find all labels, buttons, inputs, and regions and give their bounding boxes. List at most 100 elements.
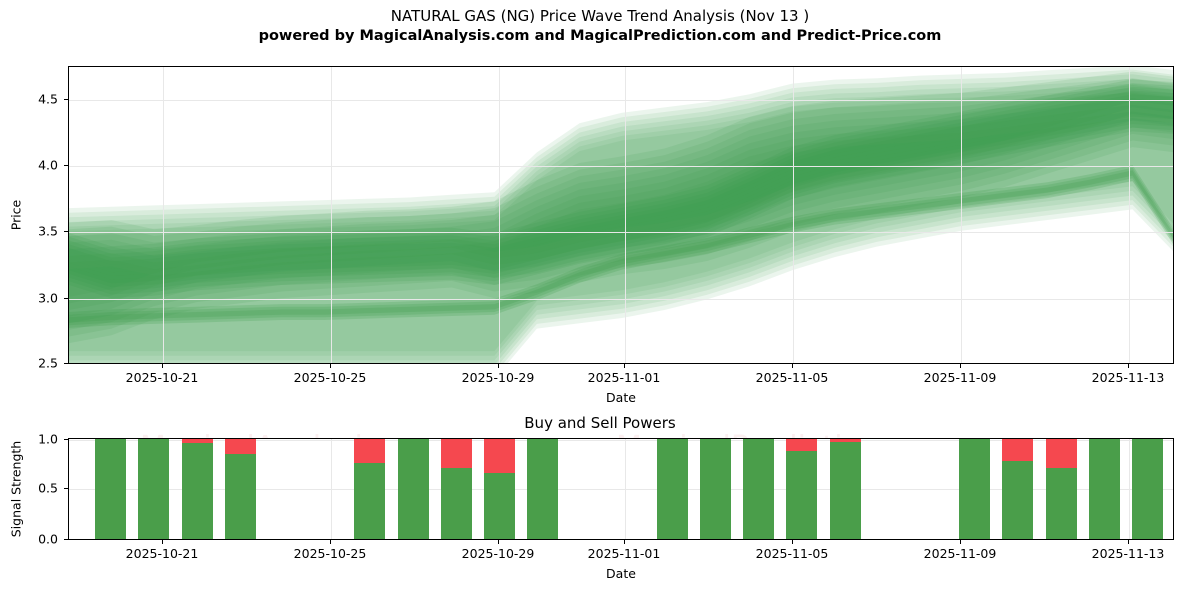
buy-power-segment bbox=[181, 443, 213, 539]
price-xtick-label-4: 2025-11-01 bbox=[587, 370, 661, 385]
buy-power-segment bbox=[1131, 439, 1163, 539]
price-wave-bands bbox=[69, 67, 1173, 363]
sell-power-segment bbox=[829, 439, 861, 442]
signal-bar[interactable] bbox=[95, 439, 127, 539]
buy-power-segment bbox=[743, 439, 775, 539]
sell-power-segment bbox=[1002, 439, 1034, 461]
signal-xtick-label-2: 2025-10-25 bbox=[293, 546, 367, 561]
signal-chart-title: Buy and Sell Powers bbox=[524, 414, 676, 432]
signal-xtick-1 bbox=[162, 540, 163, 544]
gridline-y-3.5 bbox=[69, 232, 1173, 233]
sell-power-segment bbox=[1045, 439, 1077, 468]
buy-power-segment bbox=[786, 451, 818, 539]
signal-xtick-7 bbox=[1128, 540, 1129, 544]
signal-ytick-0.5 bbox=[64, 488, 68, 489]
buy-power-segment bbox=[483, 473, 515, 539]
chart-title-sub: powered by MagicalAnalysis.com and Magic… bbox=[258, 28, 942, 44]
gridline-y-4.0 bbox=[69, 166, 1173, 167]
price-xtick-3 bbox=[498, 364, 499, 368]
signal-xtick-6 bbox=[960, 540, 961, 544]
price-xtick-label-7: 2025-11-13 bbox=[1091, 370, 1165, 385]
sell-power-segment bbox=[181, 439, 213, 443]
signal-bar[interactable] bbox=[483, 439, 515, 539]
price-xtick-label-1: 2025-10-21 bbox=[125, 370, 199, 385]
signal-bar[interactable] bbox=[959, 439, 991, 539]
signal-bar[interactable] bbox=[699, 439, 731, 539]
signal-y-axis-title: Signal Strength bbox=[8, 440, 24, 538]
sell-power-segment bbox=[483, 439, 515, 473]
gridline-y-3.0 bbox=[69, 299, 1173, 300]
signal-xtick-label-7: 2025-11-13 bbox=[1091, 546, 1165, 561]
buy-power-segment bbox=[1088, 439, 1120, 539]
signal-gridline-0.5 bbox=[69, 489, 1173, 490]
signal-bar[interactable] bbox=[397, 439, 429, 539]
price-xtick-5 bbox=[792, 364, 793, 368]
signal-bar[interactable] bbox=[1002, 439, 1034, 539]
price-chart-axes bbox=[68, 66, 1174, 364]
signal-bar[interactable] bbox=[224, 439, 256, 539]
chart-title-main: NATURAL GAS (NG) Price Wave Trend Analys… bbox=[390, 7, 810, 25]
signal-bar[interactable] bbox=[1045, 439, 1077, 539]
signal-xtick-5 bbox=[792, 540, 793, 544]
ytick-2.5 bbox=[64, 363, 68, 364]
buy-power-segment bbox=[95, 439, 127, 539]
signal-bars-container bbox=[69, 439, 1173, 539]
ytick-label-4.5: 4.5 bbox=[38, 91, 58, 107]
signal-xtick-3 bbox=[498, 540, 499, 544]
gridline-x-6 bbox=[961, 67, 962, 363]
signal-bar[interactable] bbox=[743, 439, 775, 539]
buy-power-segment bbox=[397, 439, 429, 539]
ytick-label-3.5: 3.5 bbox=[38, 223, 58, 239]
signal-xtick-2 bbox=[330, 540, 331, 544]
signal-gridline-1.0 bbox=[69, 440, 1173, 441]
signal-ytick-1.0 bbox=[64, 439, 68, 440]
signal-bar[interactable] bbox=[656, 439, 688, 539]
ytick-label-3.0: 3.0 bbox=[38, 290, 58, 306]
signal-ytick-label-1.0: 1.0 bbox=[38, 431, 58, 447]
signal-bar[interactable] bbox=[138, 439, 170, 539]
buy-power-segment bbox=[224, 454, 256, 539]
gridline-x-1 bbox=[163, 67, 164, 363]
buy-power-segment bbox=[829, 442, 861, 539]
price-xtick-label-3: 2025-10-29 bbox=[461, 370, 535, 385]
buy-power-segment bbox=[527, 439, 559, 539]
ytick-4.0 bbox=[64, 165, 68, 166]
signal-bar[interactable] bbox=[181, 439, 213, 539]
price-y-axis-title: Price bbox=[8, 199, 24, 231]
signal-bar[interactable] bbox=[786, 439, 818, 539]
sell-power-segment bbox=[354, 439, 386, 463]
signal-bar[interactable] bbox=[354, 439, 386, 539]
page-title: NATURAL GAS (NG) Price Wave Trend Analys… bbox=[0, 6, 1200, 46]
signal-bar[interactable] bbox=[829, 439, 861, 539]
signal-bar[interactable] bbox=[1131, 439, 1163, 539]
buy-power-segment bbox=[699, 439, 731, 539]
gridline-x-7 bbox=[1129, 67, 1130, 363]
gridline-x-3 bbox=[499, 67, 500, 363]
signal-bar[interactable] bbox=[440, 439, 472, 539]
sell-power-segment bbox=[224, 439, 256, 454]
signal-ytick-label-0.0: 0.0 bbox=[38, 531, 58, 547]
signal-gridline-x-2 bbox=[331, 439, 332, 539]
ytick-3.5 bbox=[64, 231, 68, 232]
price-x-axis-title: Date bbox=[606, 390, 636, 405]
gridline-x-5 bbox=[793, 67, 794, 363]
ytick-3.0 bbox=[64, 298, 68, 299]
signal-x-axis-title: Date bbox=[606, 566, 636, 581]
signal-xtick-label-6: 2025-11-09 bbox=[923, 546, 997, 561]
signal-bar[interactable] bbox=[1088, 439, 1120, 539]
gridline-x-2 bbox=[331, 67, 332, 363]
ytick-label-2.5: 2.5 bbox=[38, 355, 58, 371]
price-xtick-label-2: 2025-10-25 bbox=[293, 370, 367, 385]
signal-xtick-label-5: 2025-11-05 bbox=[755, 546, 829, 561]
buy-power-segment bbox=[354, 463, 386, 539]
gridline-x-4 bbox=[625, 67, 626, 363]
signal-xtick-4 bbox=[624, 540, 625, 544]
signal-gridline-x-7 bbox=[1129, 439, 1130, 539]
sell-power-segment bbox=[440, 439, 472, 468]
price-xtick-label-5: 2025-11-05 bbox=[755, 370, 829, 385]
buy-power-segment bbox=[1002, 461, 1034, 539]
signal-bar[interactable] bbox=[527, 439, 559, 539]
signal-ytick-label-0.5: 0.5 bbox=[38, 480, 58, 496]
sell-power-segment bbox=[786, 439, 818, 451]
